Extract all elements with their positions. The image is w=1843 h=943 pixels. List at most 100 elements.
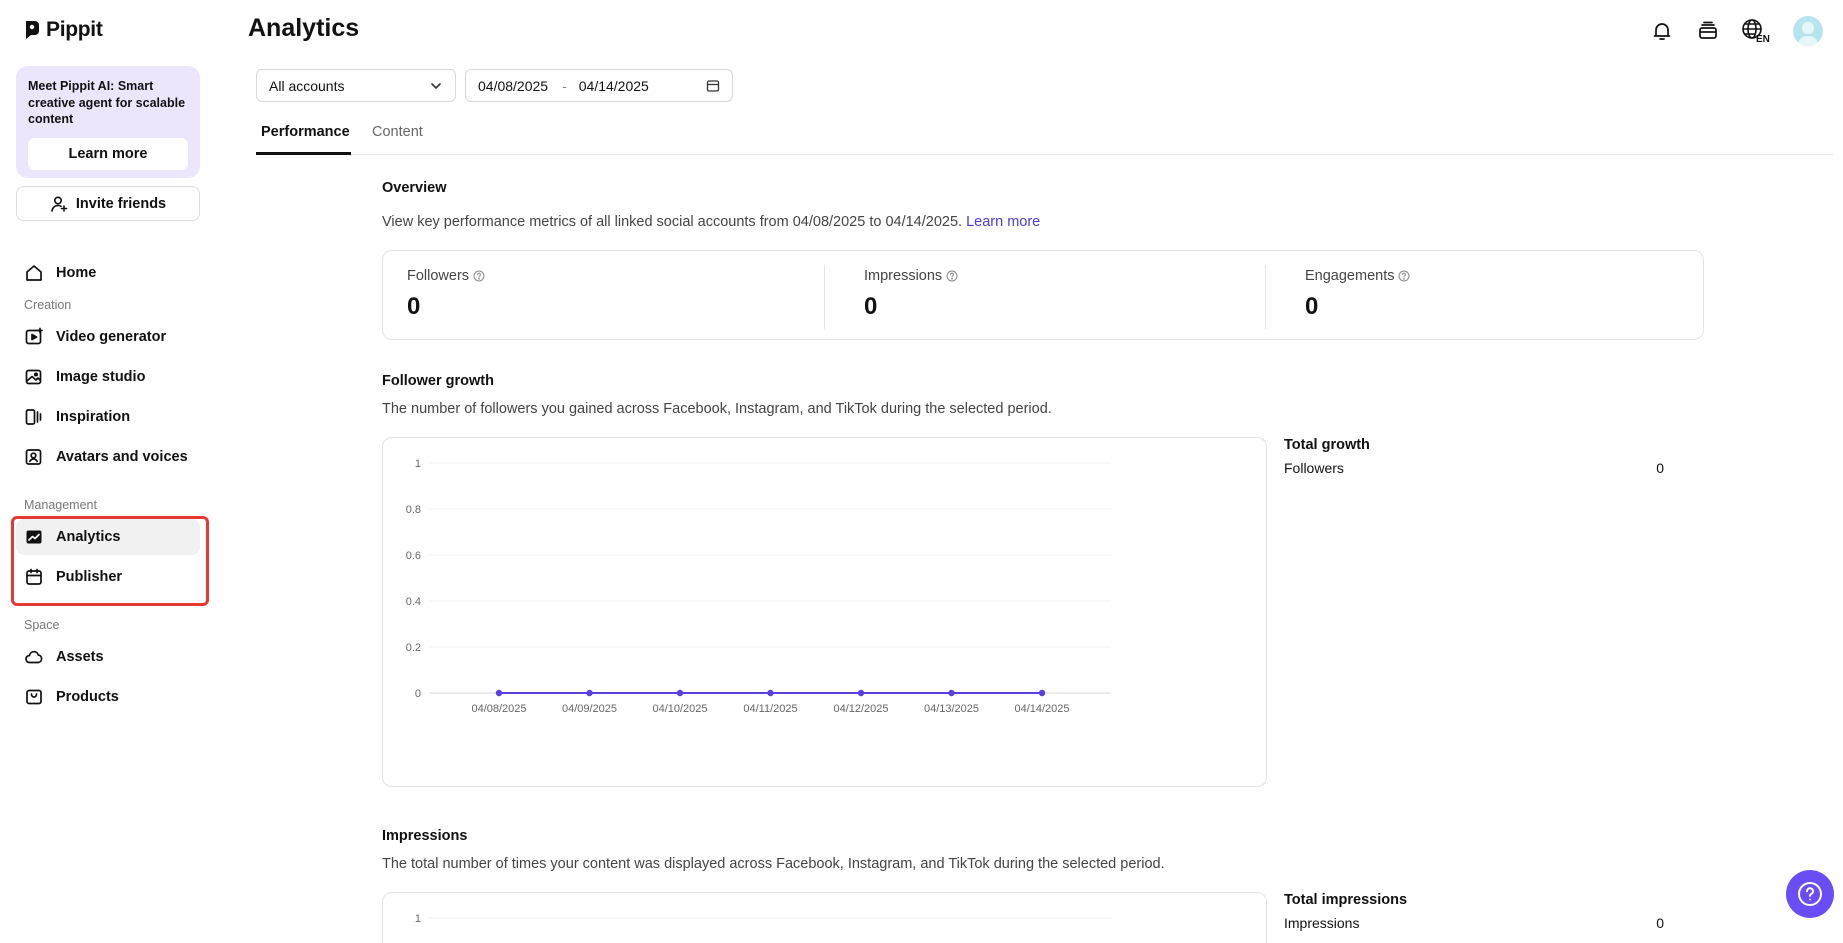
sidebar-item-image-studio[interactable]: Image studio bbox=[16, 359, 200, 395]
total-growth-value: 0 bbox=[1656, 460, 1664, 476]
tab-content[interactable]: Content bbox=[372, 124, 423, 140]
sidebar: Pippit Meet Pippit AI: Smart creative ag… bbox=[0, 0, 215, 943]
sidebar-item-publisher[interactable]: Publisher bbox=[16, 559, 200, 595]
app-name: Pippit bbox=[46, 18, 103, 41]
overview-description: View key performance metrics of all link… bbox=[382, 214, 1040, 230]
video-generator-icon bbox=[25, 327, 43, 345]
sidebar-item-label: Publisher bbox=[56, 569, 123, 585]
x-tick-label: 04/10/2025 bbox=[652, 703, 707, 715]
tab-performance[interactable]: Performance bbox=[261, 124, 350, 140]
follower-growth-chart-card: 1 0.8 0.6 0.4 0.2 0 04/08/2025 04/09/2025 04/10/… bbox=[382, 437, 1267, 787]
section-label-management: Management bbox=[24, 498, 97, 512]
sidebar-item-avatars-and-voices[interactable]: Avatars and voices bbox=[16, 439, 200, 475]
y-tick-label: 0.8 bbox=[406, 504, 421, 516]
image-studio-icon bbox=[25, 369, 42, 385]
subscription-button[interactable] bbox=[1695, 18, 1721, 44]
promo-learn-more-button[interactable]: Learn more bbox=[28, 138, 188, 170]
total-impressions-value: 0 bbox=[1656, 915, 1664, 931]
y-tick-label: 0.6 bbox=[406, 550, 421, 562]
sidebar-item-inspiration[interactable]: Inspiration bbox=[16, 399, 200, 435]
metric-divider bbox=[1265, 265, 1266, 329]
promo-text: Meet Pippit AI: Smart creative agent for… bbox=[28, 79, 186, 126]
inspiration-icon bbox=[25, 409, 42, 425]
data-point bbox=[676, 689, 684, 697]
metric-label-text: Impressions bbox=[864, 268, 943, 284]
data-point bbox=[767, 689, 774, 697]
overview-title: Overview bbox=[382, 180, 447, 196]
follower-growth-chart: 1 0.8 0.6 0.4 0.2 0 04/08/2025 04/09/2025 04/10/… bbox=[406, 458, 1111, 715]
x-tick-label: 04/12/2025 bbox=[833, 703, 888, 715]
bell-icon bbox=[1653, 23, 1671, 40]
invite-friends-button[interactable]: Invite friends bbox=[16, 186, 200, 221]
product-box-icon bbox=[26, 689, 42, 705]
overview-learn-more-link[interactable]: Learn more bbox=[966, 214, 1041, 230]
sidebar-item-analytics[interactable]: Analytics bbox=[16, 519, 200, 555]
metric-label: Impressions bbox=[864, 268, 958, 284]
user-avatar-icon bbox=[1797, 22, 1819, 46]
date-range-picker[interactable]: 04/08/2025 - 04/14/2025 bbox=[465, 69, 733, 102]
impressions-chart-card: 1 bbox=[382, 892, 1267, 943]
language-button[interactable]: EN bbox=[1741, 18, 1773, 44]
header-actions: EN bbox=[1649, 16, 1823, 46]
notifications-button[interactable] bbox=[1649, 18, 1675, 44]
pippit-logo-icon bbox=[26, 21, 39, 39]
follower-growth-title: Follower growth bbox=[382, 373, 494, 389]
total-impressions-title: Total impressions bbox=[1284, 892, 1408, 908]
impressions-description: The total number of times your content w… bbox=[382, 856, 1165, 872]
impressions-chart: 1 bbox=[415, 913, 1111, 925]
total-impressions-label: Impressions bbox=[1284, 915, 1360, 931]
sidebar-item-label: Home bbox=[56, 265, 97, 281]
sidebar-item-assets[interactable]: Assets bbox=[16, 639, 200, 675]
chevron-down-icon bbox=[431, 82, 441, 89]
globe-language-icon: EN bbox=[1742, 19, 1770, 44]
y-tick-label: 0.2 bbox=[406, 642, 421, 654]
avatar[interactable] bbox=[1793, 16, 1823, 46]
help-circle-icon[interactable] bbox=[1398, 270, 1410, 282]
help-circle-icon[interactable] bbox=[946, 270, 958, 282]
subscription-icon bbox=[1699, 21, 1717, 39]
help-button[interactable] bbox=[1786, 870, 1834, 918]
sidebar-item-label: Analytics bbox=[56, 529, 121, 545]
sidebar-item-label: Video generator bbox=[56, 329, 167, 345]
metric-label: Engagements bbox=[1305, 268, 1410, 284]
home-icon bbox=[26, 265, 42, 281]
metric-value: 0 bbox=[407, 293, 421, 320]
sidebar-item-home[interactable]: Home bbox=[16, 255, 200, 291]
total-growth-title: Total growth bbox=[1284, 437, 1370, 453]
total-growth-label: Followers bbox=[1284, 460, 1344, 476]
date-separator: - bbox=[562, 77, 567, 94]
calendar-icon[interactable] bbox=[706, 79, 720, 93]
pippit-logo[interactable]: Pippit bbox=[24, 18, 103, 42]
impressions-title: Impressions bbox=[382, 828, 468, 844]
metric-value: 0 bbox=[1305, 293, 1319, 320]
sidebar-item-label: Avatars and voices bbox=[56, 449, 188, 465]
x-tick-label: 04/13/2025 bbox=[924, 703, 979, 715]
analytics-icon bbox=[26, 530, 42, 544]
cloud-icon bbox=[25, 650, 43, 664]
help-circle-icon bbox=[1798, 882, 1822, 906]
start-date[interactable]: 04/08/2025 bbox=[478, 77, 549, 94]
promo-card: Meet Pippit AI: Smart creative agent for… bbox=[16, 66, 200, 178]
y-tick-label: 1 bbox=[415, 913, 421, 925]
account-select[interactable]: All accounts bbox=[256, 69, 456, 102]
language-code: EN bbox=[1756, 34, 1770, 44]
data-point bbox=[857, 689, 865, 697]
y-tick-label: 0 bbox=[415, 688, 421, 700]
metric-divider bbox=[824, 265, 825, 329]
end-date[interactable]: 04/14/2025 bbox=[578, 77, 649, 94]
metrics-card: Followers 0 Impressions 0 Engagements 0 bbox=[382, 250, 1704, 340]
metric-label: Followers bbox=[407, 268, 485, 284]
total-growth-row: Followers 0 bbox=[1284, 460, 1664, 476]
y-tick-label: 1 bbox=[415, 458, 421, 470]
tab-bar: Performance Content bbox=[256, 112, 1833, 155]
sidebar-item-video-generator[interactable]: Video generator bbox=[16, 319, 200, 355]
y-tick-label: 0.4 bbox=[406, 596, 421, 608]
metric-value: 0 bbox=[864, 293, 878, 320]
sidebar-item-products[interactable]: Products bbox=[16, 679, 200, 715]
data-point bbox=[1038, 689, 1046, 697]
help-circle-icon[interactable] bbox=[473, 270, 485, 282]
metric-label-text: Followers bbox=[407, 268, 470, 284]
total-impressions-row: Impressions 0 bbox=[1284, 915, 1664, 931]
x-tick-label: 04/09/2025 bbox=[562, 703, 617, 715]
avatar-voice-icon bbox=[25, 449, 42, 465]
